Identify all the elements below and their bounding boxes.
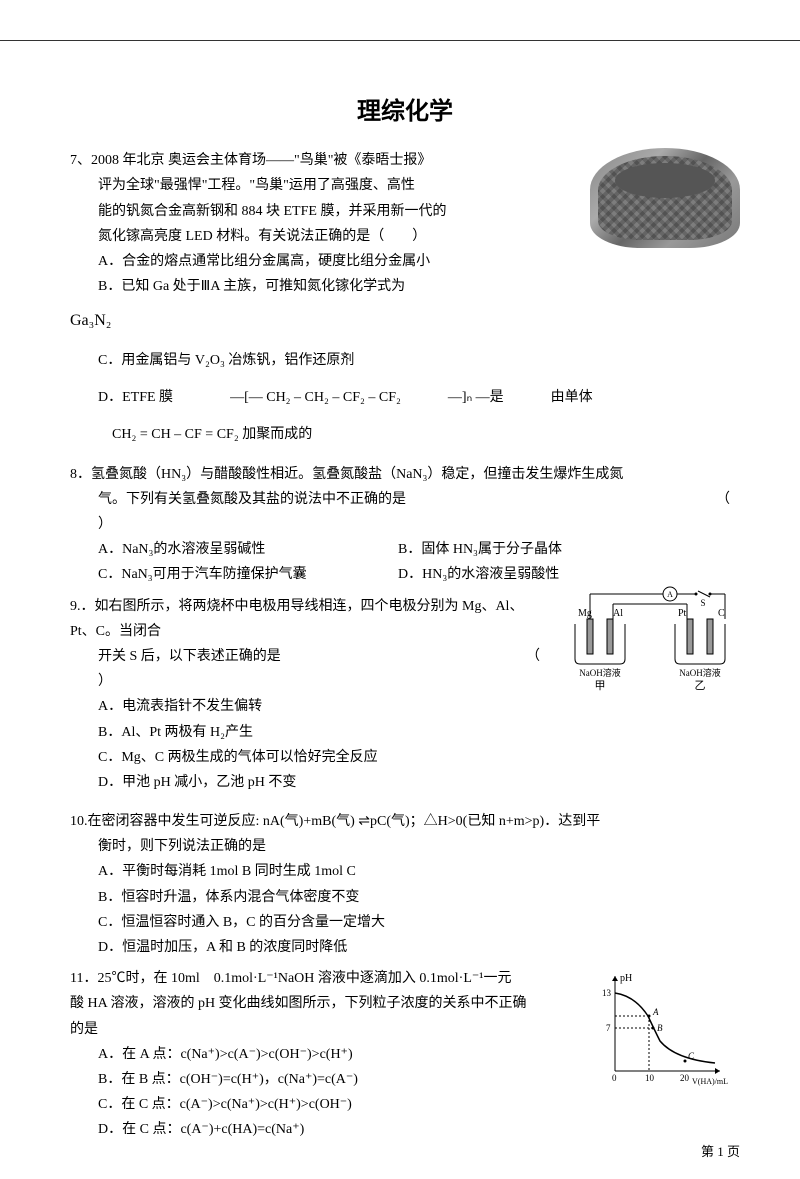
question-10: 10.在密闭容器中发生可逆反应: nA(气)+mB(气) ⇌pC(气)；△H>0…	[70, 809, 740, 960]
jia-label: 甲	[595, 680, 606, 692]
formula: —]ₙ —是	[448, 390, 504, 405]
q9-option-c: C．Mg、C 两极生成的气体可以恰好完全反应	[70, 745, 740, 770]
x-tick: 20	[680, 1073, 690, 1083]
c-label: C	[718, 608, 725, 619]
q10-option-c: C．恒温恒容时通入 B，C 的百分含量一定增大	[70, 910, 740, 935]
y-tick: 7	[606, 1023, 611, 1033]
y-tick: 13	[602, 988, 612, 998]
q7-option-a: A．合金的熔点通常比组分金属高，硬度比组分金属小	[70, 249, 740, 274]
q10-option-b: B．恒容时升温，体系内混合气体密度不变	[70, 885, 740, 910]
al-label: Al	[613, 608, 623, 619]
text: 气。下列有关氢叠氮酸及其盐的说法中不正确的是	[98, 492, 406, 507]
q10-option-d: D．恒温时加压，A 和 B 的浓度同时降低	[70, 935, 740, 960]
document-page: 理综化学 7、2008 年北京 奥运会主体育场——"鸟巢"被《泰晤士报》 评为全…	[0, 40, 800, 1179]
svg-text:0: 0	[612, 1073, 617, 1083]
x-label: V(HA)/mL	[692, 1077, 728, 1086]
q8-option-b: B．固体 HN₃属于分子晶体	[398, 537, 562, 562]
ph-curve-graph: pH 13 7 0 10 20 V(HA)/mL A B C	[600, 971, 730, 1086]
text: 冶炼钒，铝作还原剂	[225, 353, 355, 368]
question-8: 8．氢叠氮酸（HN₃）与醋酸酸性相近。氢叠氮酸盐（NaN₃）稳定，但撞击发生爆炸…	[70, 462, 740, 588]
q8-option-d: D．HN₃的水溶液呈弱酸性	[398, 562, 559, 587]
x-tick: 10	[645, 1073, 655, 1083]
pt-label: Pt	[678, 608, 687, 619]
q8-row-ab: A．NaN₃的水溶液呈弱碱性 B．固体 HN₃属于分子晶体	[70, 537, 740, 562]
q7-option-d: D．ETFE 膜 —[— CH₂ – CH₂ – CF₂ – CF₂ —]ₙ —…	[70, 385, 740, 410]
paren-close: ）	[70, 512, 740, 537]
q11-option-c: C．在 C 点：c(A⁻)>c(Na⁺)>c(H⁺)>c(OH⁻)	[70, 1092, 740, 1117]
q8-option-a: A．NaN₃的水溶液呈弱碱性	[98, 537, 398, 562]
question-11: pH 13 7 0 10 20 V(HA)/mL A B C 11．25℃时，在…	[70, 966, 740, 1142]
text: D．ETFE 膜	[98, 390, 173, 405]
text: 10.在密闭容器中发生可逆反应: nA(气)+mB(气)	[70, 814, 358, 829]
paren: （	[716, 487, 730, 512]
mg-label: Mg	[578, 608, 592, 619]
point-a: A	[652, 1007, 659, 1017]
q8-stem: 8．氢叠氮酸（HN₃）与醋酸酸性相近。氢叠氮酸盐（NaN₃）稳定，但撞击发生爆炸…	[70, 462, 740, 487]
q9-option-b: B．Al、Pt 两极有 H₂产生	[70, 720, 740, 745]
question-7: 7、2008 年北京 奥运会主体育场——"鸟巢"被《泰晤士报》 评为全球"最强悍…	[70, 148, 740, 447]
formula: —[— CH₂ – CH₂ – CF₂ – CF₂	[230, 390, 401, 405]
equilibrium-arrow: ⇌	[358, 814, 370, 829]
question-9: A S Mg Al NaOH溶液 甲 Pt C NaOH溶液 乙	[70, 594, 740, 796]
q10-stem-line: 衡时，则下列说法正确的是	[70, 834, 740, 859]
yi-label: 乙	[695, 679, 706, 692]
page-footer: 第 1 页	[701, 1140, 740, 1163]
y-label: pH	[620, 973, 632, 984]
q8-option-c: C．NaN₃可用于汽车防撞保护气囊	[98, 562, 398, 587]
text: C．用金属铝与	[98, 353, 195, 368]
q11-option-d: D．在 C 点：c(A⁻)+c(HA)=c(Na⁺)	[70, 1117, 740, 1142]
q7-option-c: C．用金属铝与 V₂O₃ 冶炼钒，铝作还原剂	[70, 348, 740, 373]
q9-stem-line: 开关 S 后，以下表述正确的是 （	[70, 644, 740, 669]
q7-d-line2: CH₂ = CH – CF = CF₂ 加聚而成的	[70, 422, 740, 447]
circuit-diagram: A S Mg Al NaOH溶液 甲 Pt C NaOH溶液 乙	[550, 584, 740, 694]
page-title: 理综化学	[70, 91, 740, 134]
ammeter-label: A	[667, 590, 673, 599]
text: 开关 S 后，以下表述正确的是	[98, 649, 281, 664]
paren: （	[526, 644, 540, 669]
formula: V₂O₃	[195, 353, 225, 368]
q10-option-a: A．平衡时每消耗 1mol B 同时生成 1mol C	[70, 859, 740, 884]
text: pC(气)；△H>0(已知 n+m>p)．达到平	[370, 814, 600, 829]
q9-option-a: A．电流表指针不发生偏转	[70, 694, 740, 719]
point-b: B	[657, 1023, 663, 1033]
q7-option-b: B．已知 Ga 处于ⅢA 主族，可推知氮化镓化学式为	[70, 274, 740, 299]
q10-stem: 10.在密闭容器中发生可逆反应: nA(气)+mB(气) ⇌pC(气)；△H>0…	[70, 809, 740, 834]
q8-stem-line: 气。下列有关氢叠氮酸及其盐的说法中不正确的是 （	[70, 487, 740, 512]
point-c: C	[688, 1051, 695, 1061]
birds-nest-image	[590, 148, 740, 248]
text: 由单体	[551, 390, 593, 405]
switch-label: S	[700, 598, 705, 608]
q9-option-d: D．甲池 pH 减小，乙池 pH 不变	[70, 770, 740, 795]
q7-b-formula: Ga₃N₂	[70, 307, 740, 336]
